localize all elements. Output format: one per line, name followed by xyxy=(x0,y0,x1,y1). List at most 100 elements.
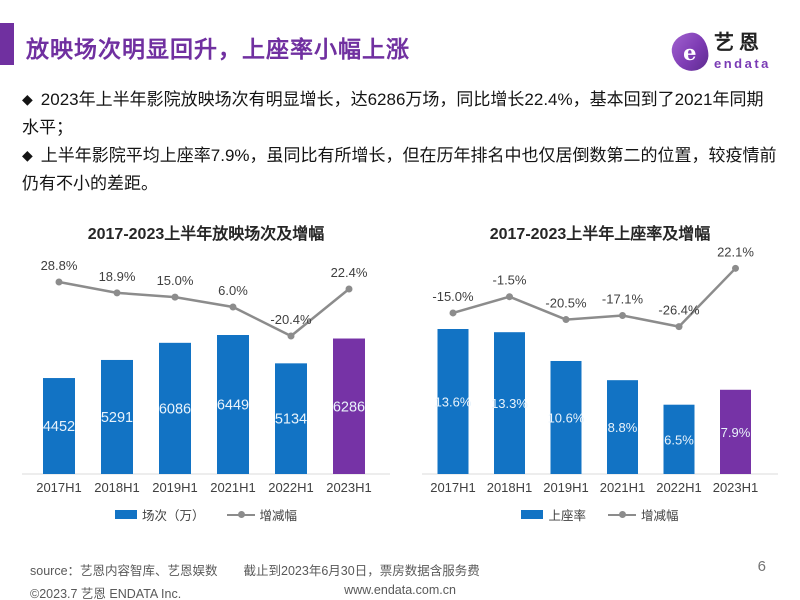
footer-source: source：艺恩内容智库、艺恩娱数 截止到2023年6月30日，票房数据含服务… xyxy=(30,560,480,579)
bar-2017H1 xyxy=(437,329,469,474)
growth-line xyxy=(58,280,350,338)
bar-value-label: 13.3% xyxy=(491,396,528,411)
line-point-2022H1 xyxy=(675,323,683,331)
line-point-label: 22.1% xyxy=(717,244,754,259)
line-marker-icon xyxy=(608,511,636,518)
legend-label: 增减幅 xyxy=(641,509,679,523)
legend-label: 场次（万） xyxy=(141,509,205,523)
line-point-2019H1 xyxy=(171,293,179,301)
line-point-2023H1 xyxy=(732,264,739,272)
bar-value-label: 6086 xyxy=(159,401,191,417)
bar-value-label: 7.9% xyxy=(721,425,751,440)
bullet-text: 2023年上半年影院放映场次有明显增长，达6286万场，同比增长22.4%，基本… xyxy=(22,90,764,137)
line-point-2021H1 xyxy=(619,311,626,319)
line-point-label: 22.4% xyxy=(331,265,368,280)
bar-2021H1 xyxy=(607,380,638,474)
x-axis-label: 2018H1 xyxy=(487,480,533,495)
footer-website: www.endata.com.cn xyxy=(344,583,456,597)
x-axis-label: 2022H1 xyxy=(656,480,702,495)
line-point-label: 15.0% xyxy=(157,273,194,288)
footer-source-left: source：艺恩内容智库、艺恩娱数 xyxy=(30,564,218,578)
line-point-2019H1 xyxy=(562,316,570,324)
legend-item-bar: 上座率 xyxy=(521,505,586,524)
legend-label: 增减幅 xyxy=(259,509,298,523)
line-point-2017H1 xyxy=(449,309,457,317)
line-point-2017H1 xyxy=(55,278,63,286)
x-axis-label: 2019H1 xyxy=(543,480,589,495)
line-point-2021H1 xyxy=(229,303,237,311)
line-point-label: 28.8% xyxy=(41,258,78,273)
x-axis-label: 2017H1 xyxy=(36,480,82,495)
page-title: 放映场次明显回升，上座率小幅上涨 xyxy=(26,36,410,62)
bar-value-label: 5291 xyxy=(101,410,133,426)
line-point-label: -1.5% xyxy=(493,273,527,288)
legend-item-line: 增减幅 xyxy=(608,505,679,524)
logo-pick-icon: e xyxy=(669,30,711,74)
line-point-2023H1 xyxy=(345,285,353,293)
line-point-label: -15.0% xyxy=(432,289,474,304)
line-point-label: -26.4% xyxy=(658,303,700,318)
chart-occupancy: 2017-2023上半年上座率及增幅 13.6% 2017H1 13.3% 2018H… xyxy=(420,220,780,524)
chart-sessions: 2017-2023上半年放映场次及增幅 4452 2017H1 5291 2018H1… xyxy=(20,220,392,524)
bar-value-label: 6286 xyxy=(333,399,365,415)
bar-value-label: 13.6% xyxy=(435,395,472,410)
chart-title: 2017-2023上半年放映场次及增幅 xyxy=(87,226,325,243)
logo-brand-en: endata xyxy=(714,56,771,71)
legend-label: 上座率 xyxy=(548,509,586,523)
bar-value-label: 10.6% xyxy=(548,410,585,425)
bar-2019H1 xyxy=(159,342,191,474)
bullet-item: ◆ 2023年上半年影院放映场次有明显增长，达6286万场，同比增长22.4%，基… xyxy=(22,86,780,142)
brand-logo: e 艺恩 endata xyxy=(669,30,771,74)
logo-brand-cn: 艺恩 xyxy=(714,32,764,54)
diamond-bullet-icon: ◆ xyxy=(22,147,33,163)
bar-2021H1 xyxy=(217,335,249,474)
chart-legend: 场次（万） 增减幅 xyxy=(20,505,392,524)
logo-text: 艺恩 endata xyxy=(714,33,771,70)
page-number: 6 xyxy=(757,558,766,575)
line-point-2022H1 xyxy=(287,332,295,340)
bar-swatch-icon xyxy=(114,510,137,519)
line-point-label: -20.5% xyxy=(545,296,587,311)
bar-2019H1 xyxy=(550,360,582,474)
line-point-label: 6.0% xyxy=(218,283,248,298)
x-axis-label: 2022H1 xyxy=(268,480,314,495)
x-axis-label: 2018H1 xyxy=(94,480,140,495)
legend-item-bar: 场次（万） xyxy=(114,505,205,524)
bar-2018H1 xyxy=(494,332,525,474)
diamond-bullet-icon: ◆ xyxy=(22,91,33,107)
logo-e-glyph: e xyxy=(683,39,697,65)
bar-value-label: 6449 xyxy=(217,398,249,414)
bullet-item: ◆ 上半年影院平均上座率7.9%，虽同比有所增长，但在历年排名中也仅居倒数第二的位… xyxy=(22,142,780,198)
bar-value-label: 4452 xyxy=(43,419,75,435)
bar-2018H1 xyxy=(101,359,133,474)
legend-item-line: 增减幅 xyxy=(226,505,298,524)
growth-line xyxy=(452,267,737,329)
chart-legend: 上座率 增减幅 xyxy=(420,505,780,524)
x-axis-label: 2023H1 xyxy=(326,480,372,495)
line-point-2018H1 xyxy=(113,289,121,297)
bar-2023H1 xyxy=(333,338,365,474)
footer-copyright: ©2023.7 艺恩 ENDATA Inc. xyxy=(30,587,182,600)
x-axis-label: 2021H1 xyxy=(600,480,646,495)
chart-title: 2017-2023上半年上座率及增幅 xyxy=(489,226,711,243)
summary-bullets: ◆ 2023年上半年影院放映场次有明显增长，达6286万场，同比增长22.4%，基… xyxy=(22,86,780,198)
x-axis-label: 2017H1 xyxy=(430,480,476,495)
x-axis-label: 2023H1 xyxy=(713,480,759,495)
line-point-label: 18.9% xyxy=(99,269,136,284)
bullet-text: 上半年影院平均上座率7.9%，虽同比有所增长，但在历年排名中也仅居倒数第二的位置… xyxy=(22,146,777,193)
bar-value-label: 5134 xyxy=(275,412,307,428)
bar-swatch-icon xyxy=(521,510,544,519)
x-axis-label: 2021H1 xyxy=(210,480,256,495)
bar-value-label: 8.8% xyxy=(608,420,638,435)
bar-2022H1 xyxy=(663,404,695,474)
bar-2023H1 xyxy=(720,389,751,474)
footer-source-right: 截止到2023年6月30日，票房数据含服务费 xyxy=(243,564,480,578)
line-point-2018H1 xyxy=(506,293,513,301)
x-axis-label: 2019H1 xyxy=(152,480,198,495)
line-point-label: -17.1% xyxy=(602,291,644,306)
title-accent-bar xyxy=(0,23,14,65)
bar-value-label: 6.5% xyxy=(664,432,694,447)
line-marker-icon xyxy=(226,511,255,518)
line-point-label: -20.4% xyxy=(270,312,312,327)
